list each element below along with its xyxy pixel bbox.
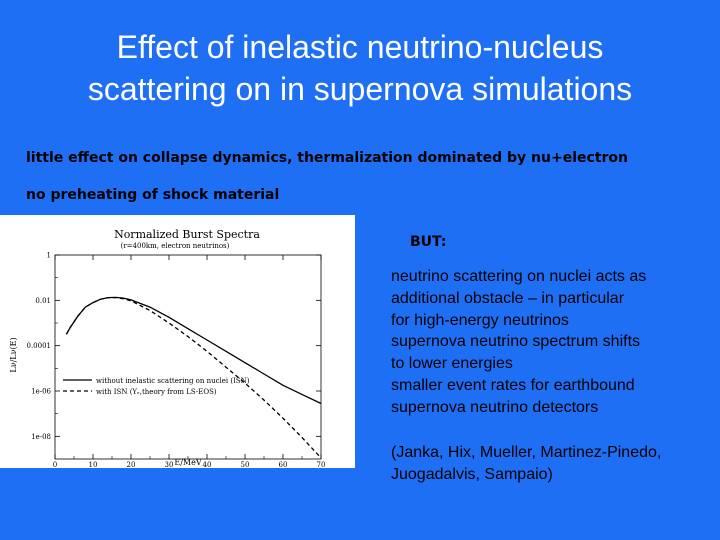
point-line: neutrino scattering on nuclei acts as xyxy=(391,268,647,285)
x-tick-label: 20 xyxy=(127,461,136,468)
point-line: supernova neutrino spectrum shifts xyxy=(391,333,641,351)
chart-subtitle: (r=400km, electron neutrinos) xyxy=(121,242,230,250)
point-line: smaller event rates for earthbound xyxy=(391,376,635,394)
x-tick-label: 30 xyxy=(165,461,174,468)
legend-label-without-isn: without inelastic scattering on nuclei (… xyxy=(96,377,250,385)
series-with-isn-line xyxy=(65,296,322,459)
reference-line: (Janka, Hix, Mueller, Martinez-Pinedo, xyxy=(391,444,662,461)
x-tick-label: 10 xyxy=(89,461,98,468)
point-line: for high-energy neutrinos xyxy=(391,311,569,329)
burst-spectra-chart: Normalized Burst Spectra (r=400km, elect… xyxy=(9,228,326,469)
point-line: additional obstacle – in particular xyxy=(391,289,625,307)
bullet-collapse-dynamics: little effect on collapse dynamics, ther… xyxy=(26,150,628,166)
burst-spectra-plot: Normalized Burst Spectra (r=400km, elect… xyxy=(0,215,355,468)
y-tick-label: 1e-06 xyxy=(31,388,51,396)
y-tick-label: 1e-08 xyxy=(31,433,51,441)
title-line-2: scattering on in supernova simulations xyxy=(87,71,633,107)
point-line: to lower energies xyxy=(391,355,513,373)
slide-title: Effect of inelastic neutrino-nucleus sca… xyxy=(20,26,700,110)
chart-xlabel: E/MeV xyxy=(174,458,201,467)
chart-legend: without inelastic scattering on nuclei (… xyxy=(63,377,250,396)
y-tick-label: 0.0001 xyxy=(27,342,52,350)
reference-line: Juogadalvis, Sampaio) xyxy=(391,466,553,483)
plot-frame xyxy=(54,254,322,460)
series-without-isn-line xyxy=(65,296,322,405)
bullet-no-preheating: no preheating of shock material xyxy=(26,187,280,203)
x-tick-label: 50 xyxy=(241,461,250,468)
point-line: supernova neutrino detectors xyxy=(391,398,599,416)
legend-label-with-isn: with ISN (Yₑ,theory from LS-EOS) xyxy=(96,388,217,396)
chart-ylabel: Lν/Lν(E) xyxy=(9,337,18,372)
x-tick-label: 70 xyxy=(317,461,326,468)
x-tick-label: 60 xyxy=(279,461,288,468)
but-label: BUT: xyxy=(410,234,447,250)
x-tick-label: 40 xyxy=(203,461,212,468)
chart-ticks: 0 10 20 30 40 50 60 70 1 0.01 0.0001 1e-06 1e-08 xyxy=(27,252,326,469)
consequence-text: neutrino scattering on nuclei acts as ad… xyxy=(391,266,716,419)
x-tick-label: 0 xyxy=(53,461,57,468)
y-tick-label: 1 xyxy=(47,252,51,260)
title-line-1: Effect of inelastic neutrino-nucleus xyxy=(116,29,604,65)
reference-authors: (Janka, Hix, Mueller, Martinez-Pinedo, J… xyxy=(391,442,716,486)
chart-title: Normalized Burst Spectra xyxy=(114,228,260,241)
y-tick-label: 0.01 xyxy=(35,297,51,305)
